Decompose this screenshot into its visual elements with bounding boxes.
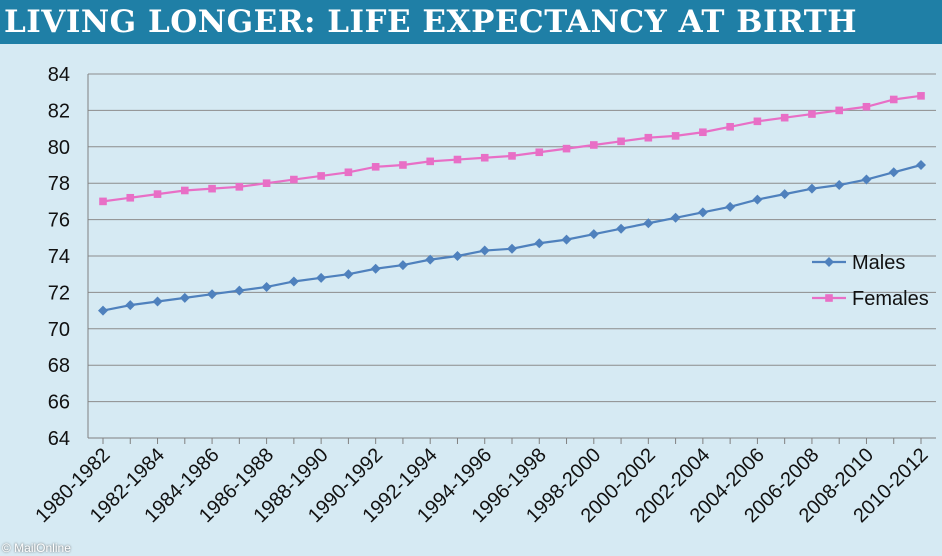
data-point-males bbox=[234, 285, 245, 296]
data-point-males bbox=[643, 218, 654, 229]
data-point-males bbox=[806, 183, 817, 194]
data-point-males bbox=[616, 223, 627, 234]
series-line-females bbox=[102, 94, 922, 203]
chart-title: LIVING LONGER: LIFE EXPECTANCY AT BIRTH bbox=[0, 0, 942, 44]
life-expectancy-chart: 64666870727476788082841980-19821982-1984… bbox=[31, 64, 936, 527]
data-point-females bbox=[508, 152, 516, 160]
data-point-males bbox=[452, 251, 463, 261]
y-tick-label: 72 bbox=[48, 282, 70, 304]
data-point-females bbox=[317, 172, 325, 180]
data-point-females bbox=[290, 175, 298, 184]
data-point-males bbox=[561, 234, 572, 245]
data-point-females bbox=[208, 184, 216, 193]
y-tick-label: 68 bbox=[48, 355, 70, 377]
data-point-males bbox=[725, 201, 736, 212]
data-point-females bbox=[99, 197, 107, 206]
data-point-females bbox=[862, 102, 871, 111]
data-point-females bbox=[917, 92, 925, 100]
data-point-females bbox=[371, 163, 380, 171]
data-point-males bbox=[125, 300, 136, 311]
data-point-males bbox=[888, 167, 899, 178]
data-point-females bbox=[699, 128, 707, 137]
y-tick-label: 78 bbox=[48, 173, 70, 195]
data-point-males bbox=[152, 296, 163, 307]
data-point-females bbox=[126, 193, 135, 202]
data-point-males bbox=[288, 276, 299, 287]
data-point-males bbox=[779, 189, 790, 200]
data-point-males bbox=[916, 160, 926, 170]
data-point-females bbox=[344, 168, 353, 177]
data-point-males bbox=[316, 272, 327, 283]
legend-marker-females bbox=[825, 294, 833, 302]
data-point-females bbox=[153, 190, 162, 198]
data-point-males bbox=[834, 180, 845, 191]
legend-label-females: Females bbox=[852, 288, 929, 310]
data-point-males bbox=[179, 292, 190, 303]
data-point-females bbox=[453, 155, 462, 164]
y-tick-label: 82 bbox=[48, 100, 70, 122]
data-point-females bbox=[480, 153, 489, 162]
data-point-females bbox=[262, 179, 271, 187]
data-point-males bbox=[670, 212, 681, 223]
y-tick-label: 70 bbox=[48, 319, 70, 341]
data-point-females bbox=[671, 132, 680, 140]
data-point-males bbox=[207, 289, 218, 300]
legend-label-males: Males bbox=[852, 252, 905, 274]
data-point-males bbox=[752, 194, 763, 205]
y-tick-label: 66 bbox=[48, 392, 70, 414]
y-tick-label: 84 bbox=[48, 64, 70, 86]
data-point-males bbox=[261, 281, 272, 292]
y-tick-label: 64 bbox=[48, 428, 70, 450]
data-point-females bbox=[399, 161, 407, 169]
data-point-females bbox=[889, 95, 898, 104]
credit-text: © MailOnline bbox=[2, 541, 71, 555]
data-point-males bbox=[98, 305, 108, 316]
data-point-females bbox=[726, 122, 734, 131]
data-point-males bbox=[697, 207, 708, 218]
data-point-males bbox=[370, 263, 381, 274]
data-point-males bbox=[507, 243, 517, 254]
data-point-females bbox=[590, 141, 598, 149]
data-point-males bbox=[397, 260, 408, 271]
data-point-females bbox=[535, 148, 544, 157]
data-point-females bbox=[808, 110, 816, 118]
data-point-females bbox=[562, 144, 571, 153]
data-point-females bbox=[753, 117, 762, 126]
y-tick-label: 76 bbox=[48, 210, 70, 232]
y-tick-label: 74 bbox=[48, 246, 70, 268]
data-point-females bbox=[617, 137, 625, 146]
legend-marker-males bbox=[824, 257, 834, 267]
data-point-females bbox=[780, 113, 789, 122]
data-point-females bbox=[644, 133, 653, 142]
data-point-males bbox=[861, 174, 872, 185]
data-point-females bbox=[181, 186, 189, 195]
data-point-males bbox=[479, 245, 490, 256]
y-tick-label: 80 bbox=[48, 137, 70, 159]
data-point-males bbox=[425, 254, 436, 265]
data-point-females bbox=[835, 106, 843, 115]
chart-area: 64 66 68 70 72 74 76 78 80 82 84 1980-1982 1982-1984… bbox=[0, 44, 942, 556]
data-point-females bbox=[426, 157, 434, 166]
data-point-males bbox=[534, 238, 545, 249]
data-point-males bbox=[343, 269, 354, 280]
data-point-females bbox=[235, 183, 244, 191]
data-point-males bbox=[588, 229, 599, 240]
